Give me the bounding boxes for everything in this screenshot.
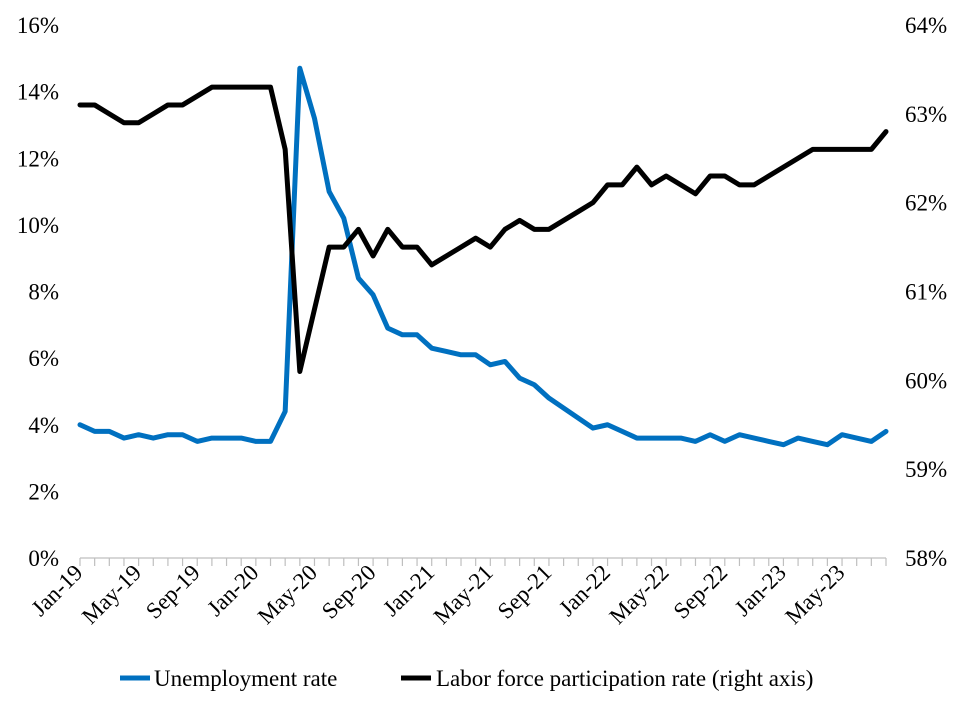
x-tick-label: May-21 (429, 560, 498, 629)
y-right-axis: 58% 59% 60% 61% 62% 63% 64% (905, 13, 947, 571)
y-left-tick-label: 6% (28, 346, 59, 371)
line-labor-force-participation (77, 84, 889, 374)
x-tick-label: Sep-20 (317, 560, 381, 624)
legend-label-unemployment: Unemployment rate (154, 666, 337, 691)
y-right-tick-label: 60% (905, 368, 947, 393)
y-right-tick-label: 59% (905, 457, 947, 482)
y-left-tick-label: 2% (28, 479, 59, 504)
y-left-tick-label: 12% (17, 146, 59, 171)
x-axis: Jan-19May-19Sep-19Jan-20May-20Sep-20Jan-… (26, 558, 887, 629)
y-right-tick-label: 61% (905, 280, 947, 305)
x-tick-label: May-20 (253, 560, 322, 629)
x-tick-label: Sep-19 (141, 560, 205, 624)
legend-label-participation: Labor force participation rate (right ax… (436, 666, 813, 691)
y-left-tick-label: 8% (28, 280, 59, 305)
y-left-axis: 0% 2% 4% 6% 8% 10% 12% 14% 16% (17, 13, 59, 571)
legend: Unemployment rate Labor force participat… (120, 666, 813, 691)
x-tick-label: May-23 (780, 560, 849, 629)
y-right-tick-label: 62% (905, 191, 947, 216)
y-left-tick-label: 14% (17, 80, 59, 105)
y-left-tick-label: 4% (28, 413, 59, 438)
x-tick-label: Sep-21 (493, 560, 557, 624)
x-tick-label: May-19 (77, 560, 146, 629)
y-left-tick-label: 0% (28, 546, 59, 571)
x-tick-label: May-22 (605, 560, 674, 629)
x-tick-label: Sep-22 (669, 560, 733, 624)
y-left-tick-label: 10% (17, 213, 59, 238)
y-right-tick-label: 64% (905, 13, 947, 38)
y-right-tick-label: 58% (905, 546, 947, 571)
line-unemployment-rate (77, 65, 889, 448)
y-right-tick-label: 63% (905, 102, 947, 127)
y-left-tick-label: 16% (17, 13, 59, 38)
plot-area (77, 65, 889, 448)
